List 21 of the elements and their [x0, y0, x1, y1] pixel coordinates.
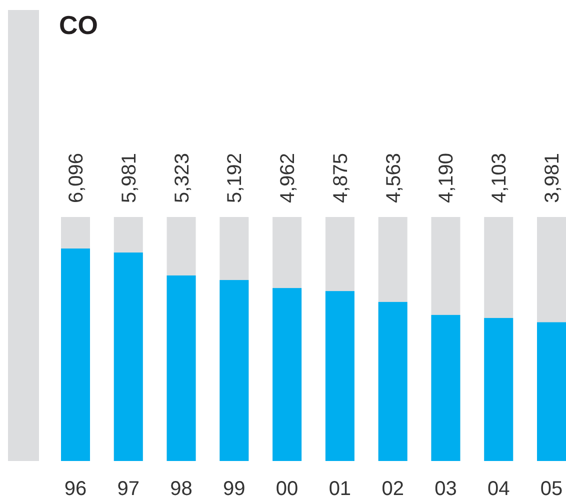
data-label: 4,563	[382, 152, 405, 203]
x-tick-label: 01	[328, 478, 352, 499]
x-tick-label: 04	[487, 478, 510, 499]
data-label: 5,192	[224, 152, 246, 203]
data-label: 4,103	[488, 152, 511, 203]
data-label: 4,875	[330, 152, 352, 203]
x-tick-label: 96	[64, 478, 87, 499]
data-label: 4,190	[436, 152, 458, 203]
data-label: 3,981	[542, 152, 564, 203]
data-label: 6,096	[66, 152, 88, 203]
x-tick-label: 98	[170, 478, 192, 499]
chart-title: CO	[59, 10, 98, 40]
x-tick-label: 00	[276, 478, 298, 499]
x-tick-label: 99	[223, 478, 246, 499]
x-tick-label: 97	[117, 478, 140, 499]
x-tick-label: 03	[434, 478, 457, 499]
x-tick-label: 02	[382, 478, 404, 499]
x-tick-label: 05	[540, 478, 563, 499]
data-label: 5,323	[171, 152, 194, 203]
data-label: 4,962	[277, 152, 300, 203]
data-label: 5,981	[118, 152, 140, 203]
